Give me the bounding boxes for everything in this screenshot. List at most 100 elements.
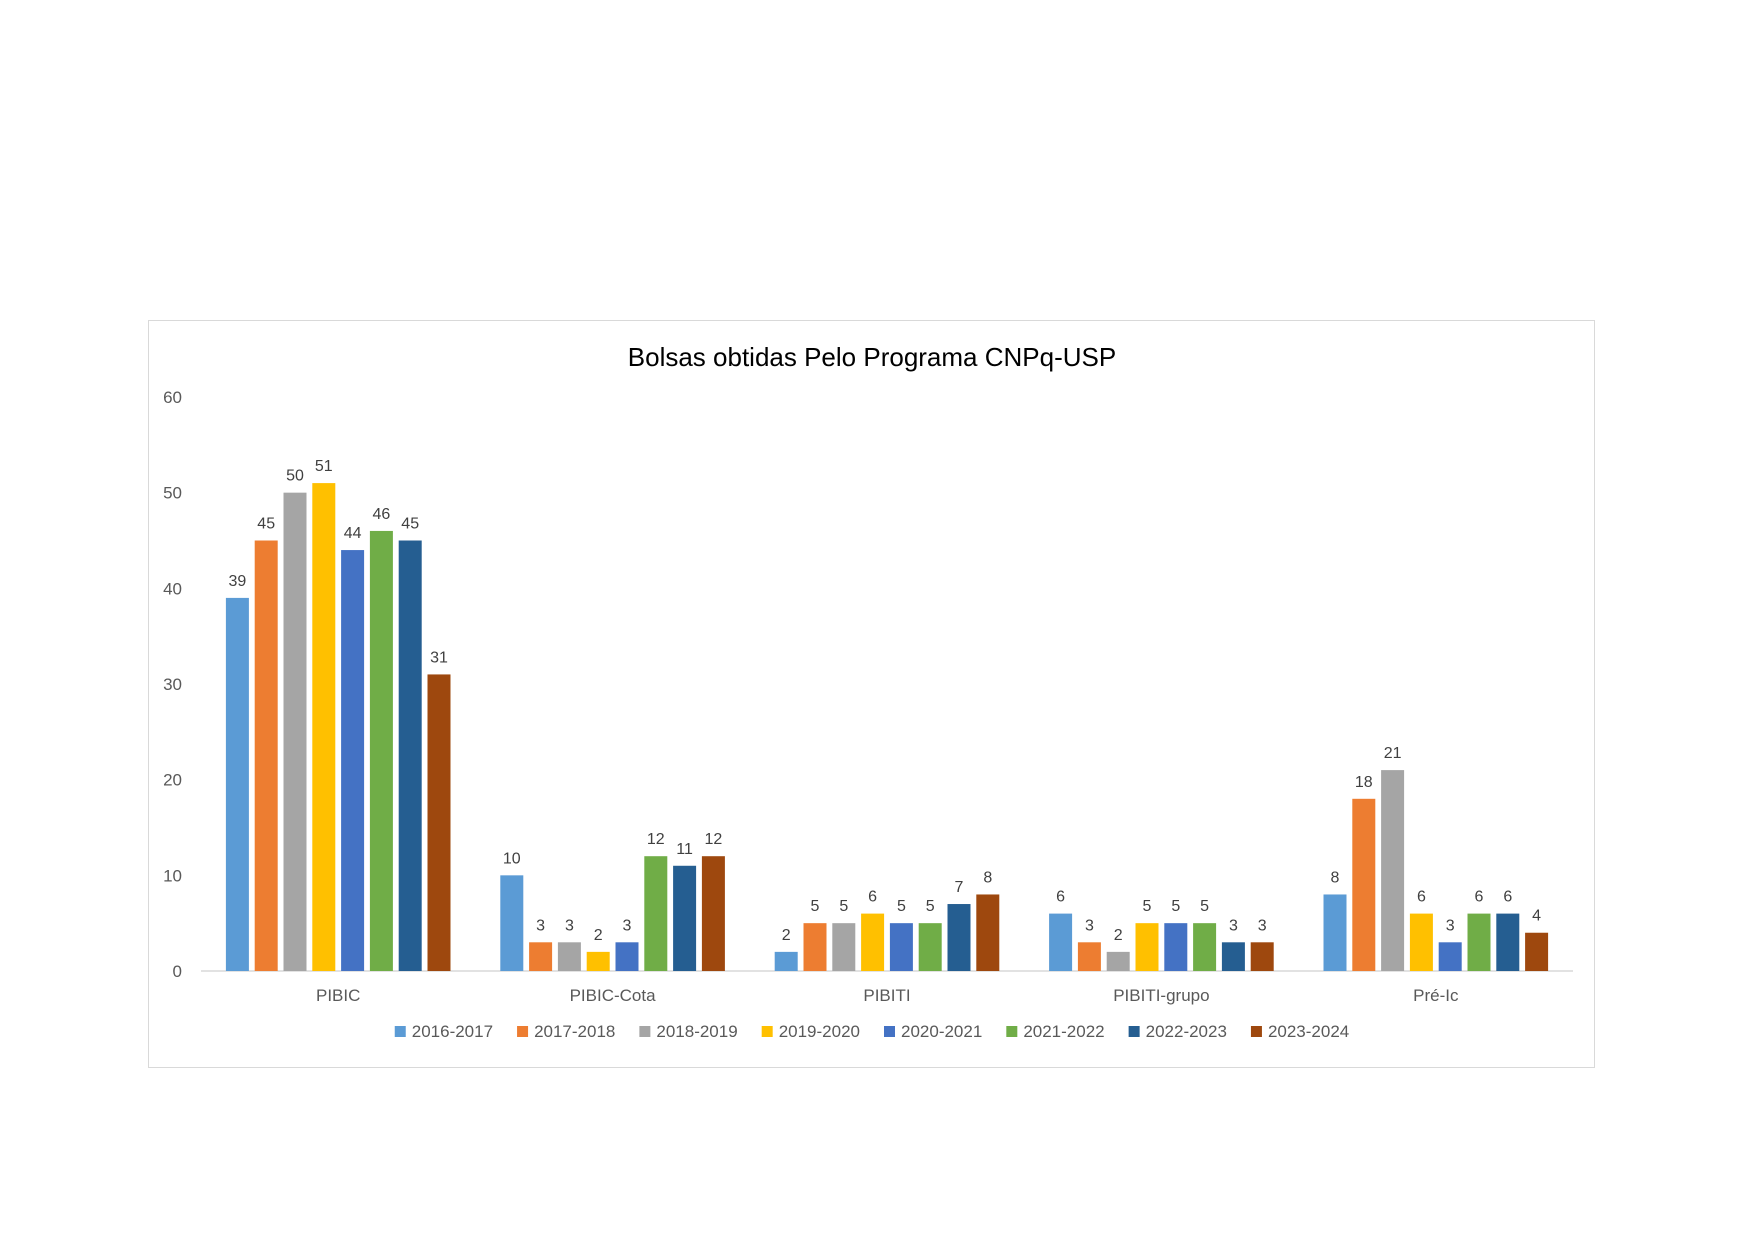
bar [644,856,668,971]
bar [312,483,336,971]
data-label: 3 [623,917,632,934]
bar [1221,942,1245,971]
data-label: 12 [705,831,723,848]
legend-item: 2017-2018 [517,1022,615,1041]
y-tick-label: 10 [163,866,182,885]
bar [254,540,278,971]
legend-label: 2018-2019 [656,1022,737,1041]
y-tick-label: 50 [163,484,182,503]
legend: 2016-2017 2017-2018 2018-2019 2019-2020 2020… [394,1022,1349,1041]
data-label: 50 [286,468,304,485]
bar [701,856,725,971]
data-label: 3 [565,917,574,934]
bar [1525,932,1549,971]
bars-group [225,483,1549,971]
x-tick-label: PIBITI-grupo [1113,986,1209,1005]
data-label: 7 [955,879,964,896]
x-tick-label: PIBITI [863,986,910,1005]
bar [976,894,1000,971]
bar [1106,951,1130,971]
legend-swatch [1250,1026,1262,1037]
data-label: 2 [594,927,603,944]
data-label: 11 [676,841,693,858]
x-axis: PIBIC PIBIC-Cota PIBITI PIBITI-grupo Pré-Ic [316,986,1459,1005]
bar [615,942,639,971]
bar [529,942,553,971]
x-tick-label: Pré-Ic [1413,986,1459,1005]
bar [225,597,249,971]
legend-label: 2023-2024 [1268,1022,1349,1041]
data-label: 8 [983,869,992,886]
legend-swatch [1128,1026,1140,1037]
bar [557,942,581,971]
data-label: 6 [868,889,877,906]
data-label: 44 [344,525,362,542]
bar [1135,923,1159,971]
bar [832,923,856,971]
data-label: 45 [257,516,275,533]
data-label: 2 [1114,927,1123,944]
bar [1323,894,1347,971]
legend-label: 2016-2017 [412,1022,493,1041]
legend-swatch [517,1026,529,1037]
bar [889,923,913,971]
y-tick-label: 40 [163,579,182,598]
data-label: 5 [1200,898,1209,915]
bar [283,492,307,971]
legend-item: 2023-2024 [1250,1022,1349,1041]
legend-label: 2020-2021 [901,1022,982,1041]
chart-title: Bolsas obtidas Pelo Programa CNPq-USP [628,342,1116,372]
y-tick-label: 20 [163,771,182,790]
bar [803,923,827,971]
data-label: 3 [1229,917,1238,934]
bar [673,865,697,971]
y-tick-label: 30 [163,675,182,694]
legend-label: 2017-2018 [534,1022,615,1041]
legend-swatch [1006,1026,1018,1037]
data-label: 46 [373,506,391,523]
data-label: 8 [1331,869,1340,886]
data-label: 31 [430,649,448,666]
bar [1250,942,1274,971]
data-label: 6 [1503,889,1512,906]
bar [398,540,422,971]
legend-item: 2021-2022 [1006,1022,1105,1041]
y-tick-label: 0 [173,962,182,981]
bar [1077,942,1101,971]
data-label: 4 [1532,908,1541,925]
data-label: 6 [1056,889,1065,906]
x-tick-label: PIBIC [316,986,360,1005]
legend-swatch [884,1026,895,1037]
data-label: 45 [401,516,419,533]
y-tick-label: 60 [163,388,182,407]
data-label: 5 [926,898,935,915]
legend-item: 2019-2020 [761,1022,860,1041]
legend-label: 2021-2022 [1023,1022,1104,1041]
legend-label: 2019-2020 [779,1022,860,1041]
bar [586,951,610,971]
data-label: 18 [1355,774,1373,791]
legend-swatch [639,1026,651,1037]
data-label: 6 [1417,889,1426,906]
data-label: 5 [897,898,906,915]
bar [947,904,971,971]
legend-item: 2018-2019 [639,1022,738,1041]
bar [861,913,885,971]
legend-item: 2020-2021 [884,1022,982,1041]
bar [1049,913,1073,971]
bar [774,951,798,971]
legend-label: 2022-2023 [1146,1022,1227,1041]
data-label: 12 [647,831,665,848]
data-label: 6 [1475,889,1484,906]
data-label: 3 [1446,917,1455,934]
data-label: 39 [229,573,247,590]
data-label: 5 [839,898,848,915]
bar [1409,913,1433,971]
x-tick-label: PIBIC-Cota [570,986,657,1005]
bar-chart: Bolsas obtidas Pelo Programa CNPq-USP 0 1… [163,342,1573,1041]
data-label: 5 [1171,898,1180,915]
legend-item: 2022-2023 [1128,1022,1227,1041]
data-label: 5 [1143,898,1152,915]
bar [918,923,942,971]
data-label: 51 [315,458,333,475]
